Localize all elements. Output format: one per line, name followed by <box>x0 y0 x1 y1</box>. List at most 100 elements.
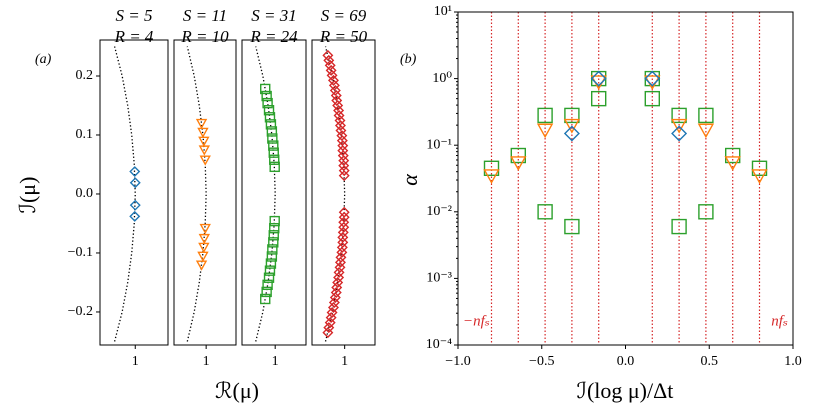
diamond-marker <box>322 327 334 339</box>
square-marker <box>510 147 526 164</box>
subplot-title: S = 5 <box>116 6 153 25</box>
triangle-marker <box>670 118 688 134</box>
diamond-marker <box>129 166 141 178</box>
diamond-marker <box>331 281 343 293</box>
triangle-marker <box>198 136 210 147</box>
diamond-marker <box>324 59 336 71</box>
diamond-marker <box>327 302 339 314</box>
square-marker <box>725 147 741 164</box>
y-tick-label: −0.2 <box>68 304 93 319</box>
square-marker <box>265 258 277 269</box>
panel-label: (a) <box>35 52 52 67</box>
triangle-marker <box>197 127 209 138</box>
y-tick-label: 10¹ <box>434 4 452 19</box>
subplot-title: S = 11 <box>183 6 227 25</box>
square-marker <box>269 215 280 227</box>
diamond-marker <box>338 170 350 182</box>
diamond-marker <box>563 125 580 142</box>
diamond-marker <box>335 125 347 137</box>
triangle-marker <box>197 251 209 262</box>
diamond-marker <box>333 271 345 283</box>
diamond-marker <box>336 241 348 253</box>
triangle-marker <box>198 233 211 245</box>
y-tick-label: 10⁻¹ <box>426 137 452 152</box>
square-marker <box>269 222 280 234</box>
diamond-marker <box>129 210 141 222</box>
triangle-marker <box>536 123 554 139</box>
diamond-marker <box>129 177 141 189</box>
y-tick-label: 10⁰ <box>432 71 452 86</box>
triangle-marker <box>195 260 208 271</box>
square-marker <box>262 279 273 291</box>
diamond-marker <box>671 125 688 142</box>
diamond-marker <box>325 312 337 324</box>
diamond-marker <box>333 110 345 122</box>
diamond-marker <box>334 115 346 127</box>
triangle-marker <box>195 118 208 130</box>
diamond-marker <box>323 54 335 66</box>
diamond-marker <box>338 155 350 167</box>
axes-frame <box>311 39 376 346</box>
diamond-marker <box>327 74 339 86</box>
x-tick-label: −1.0 <box>445 354 470 369</box>
diamond-marker <box>322 49 334 61</box>
square-marker <box>537 204 553 220</box>
x-tick-label: 0.0 <box>617 354 635 369</box>
diamond-marker <box>338 216 350 228</box>
subplot-title: S = 69 <box>321 6 367 25</box>
diamond-marker <box>334 120 346 132</box>
subplot-subtitle: R = 24 <box>249 27 298 46</box>
x-axis-label: ℐ(log μ)/Δt <box>577 378 674 403</box>
square-marker <box>266 251 278 262</box>
triangle-marker <box>199 155 211 166</box>
subplot-subtitle: R = 50 <box>319 27 368 46</box>
diamond-marker <box>644 70 661 87</box>
subplot-title: S = 31 <box>251 6 296 25</box>
diamond-marker <box>129 199 141 211</box>
subplot-subtitle: R = 4 <box>114 27 154 46</box>
square-marker <box>698 107 714 124</box>
square-marker <box>261 286 272 298</box>
annotation: nfₛ <box>771 313 788 329</box>
diamond-marker <box>336 135 348 147</box>
square-marker <box>268 140 279 151</box>
diamond-marker <box>337 236 349 248</box>
square-marker <box>483 160 500 176</box>
diamond-marker <box>323 322 335 334</box>
diamond-marker <box>333 105 345 116</box>
diamond-marker <box>334 261 346 273</box>
diamond-marker <box>325 64 337 76</box>
triangle-marker <box>563 118 581 134</box>
x-tick-label: 1 <box>132 354 139 369</box>
square-marker <box>591 90 607 107</box>
diamond-marker <box>337 226 349 238</box>
axes-frame <box>173 39 237 346</box>
square-marker <box>564 218 580 235</box>
x-tick-label: 1 <box>341 354 348 369</box>
y-tick-label: 10⁻⁴ <box>426 337 452 352</box>
square-marker <box>263 105 275 116</box>
square-marker <box>268 147 279 158</box>
y-tick-label: 10⁻³ <box>426 271 452 286</box>
axes-frame <box>99 39 169 346</box>
square-marker <box>264 265 276 276</box>
diamond-marker <box>326 307 338 319</box>
diamond-marker <box>328 297 340 309</box>
square-marker <box>263 272 275 283</box>
y-axis-label: ℐ(μ) <box>15 177 40 214</box>
square-marker <box>265 119 277 130</box>
diamond-marker <box>337 231 349 243</box>
diamond-marker <box>337 140 349 152</box>
diamond-marker <box>334 256 346 268</box>
dotted-curve <box>113 46 136 342</box>
diamond-marker <box>332 276 344 288</box>
square-marker <box>564 107 580 124</box>
diamond-marker <box>331 94 343 106</box>
square-marker <box>261 90 272 102</box>
square-marker <box>260 293 271 305</box>
diamond-marker <box>337 145 349 157</box>
diamond-marker <box>590 70 607 87</box>
axes-frame <box>457 11 794 346</box>
triangle-marker <box>198 242 210 254</box>
